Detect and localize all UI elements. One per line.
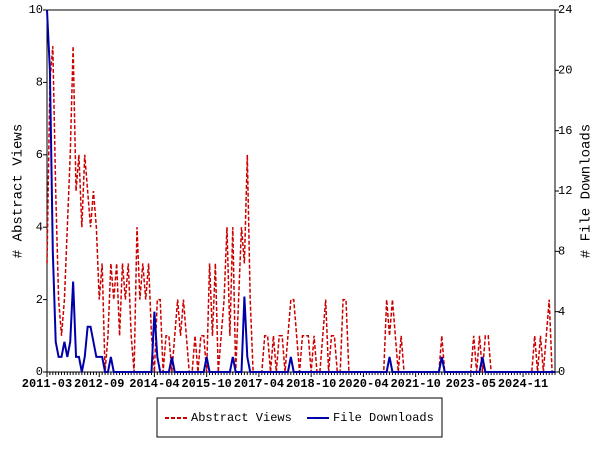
x-tick-label: 2023-05 <box>446 377 496 391</box>
x-tick-label: 2012-09 <box>74 377 124 391</box>
y-tick-label: 6 <box>36 148 43 162</box>
x-tick-label: 2020-04 <box>338 377 388 391</box>
x-tick-label: 2024-11 <box>498 377 548 391</box>
x-tick-label: 2011-03 <box>22 377 72 391</box>
y2-tick-label: 24 <box>558 3 572 17</box>
series-line <box>46 9 555 373</box>
y-tick-label: 2 <box>36 293 43 307</box>
legend-label: File Downloads <box>333 411 434 425</box>
y2-axis-label: # File Downloads <box>579 124 595 258</box>
y-tick-label: 4 <box>36 220 43 234</box>
y2-tick-label: 16 <box>558 124 572 138</box>
y2-tick-label: 12 <box>558 184 572 198</box>
y2-tick-label: 20 <box>558 64 572 78</box>
x-tick-label: 2021-10 <box>390 377 440 391</box>
y-axis-label: # Abstract Views <box>11 124 27 258</box>
legend-box <box>156 397 443 438</box>
y2-tick-label: 0 <box>558 365 565 379</box>
x-tick-label: 2017-04 <box>234 377 284 391</box>
y-tick-label: 10 <box>29 3 43 17</box>
x-tick-label: 2015-10 <box>181 377 231 391</box>
y-tick-label: 8 <box>36 76 43 90</box>
x-tick-label: 2018-10 <box>286 377 336 391</box>
y-tick-label: 0 <box>36 365 43 379</box>
y2-tick-label: 8 <box>558 245 565 259</box>
x-tick-label: 2014-04 <box>129 377 179 391</box>
y2-tick-label: 4 <box>558 305 565 319</box>
legend-label: Abstract Views <box>191 411 292 425</box>
